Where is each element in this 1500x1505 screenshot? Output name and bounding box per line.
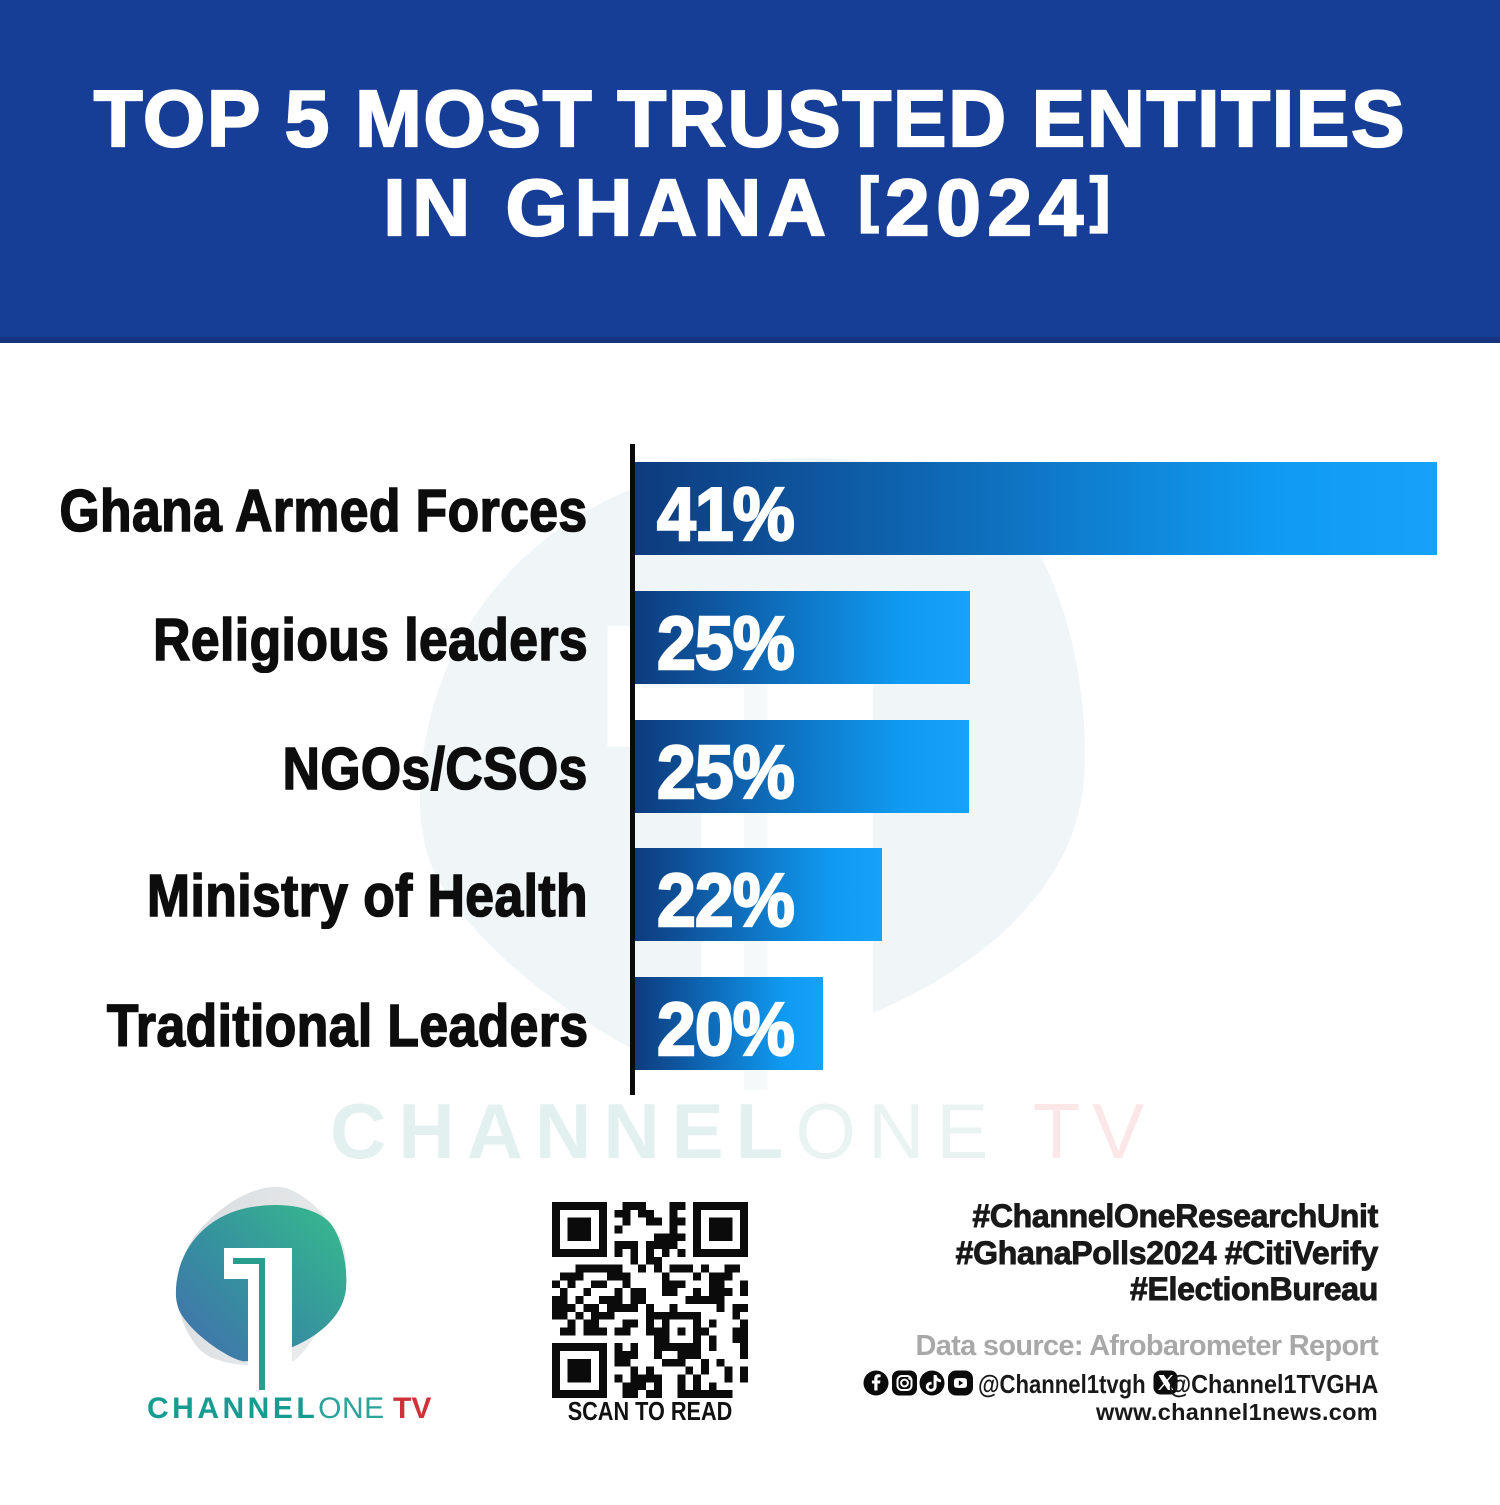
svg-text:CHANNELONE TV: CHANNELONE TV xyxy=(330,1087,1156,1175)
